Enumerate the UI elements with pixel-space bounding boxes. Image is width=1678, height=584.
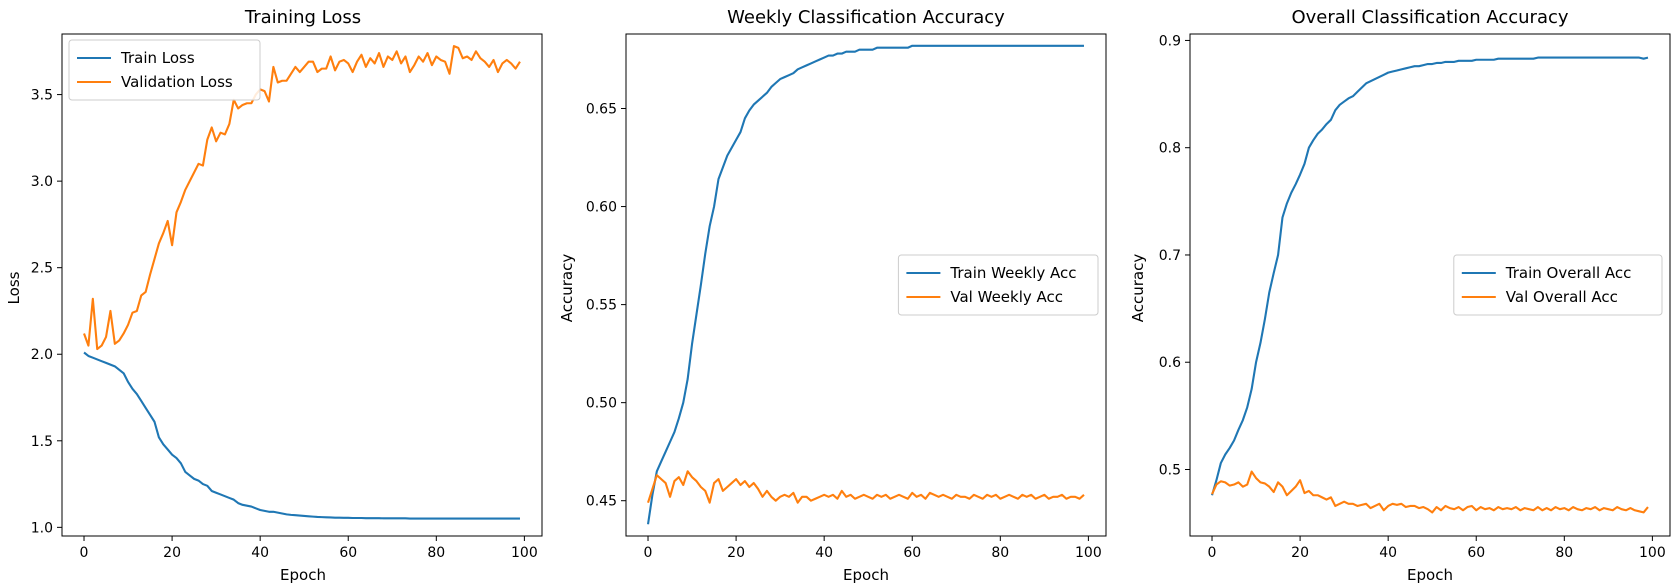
axes-frame [61,33,543,537]
x-tick-label: 0 [80,545,89,561]
chart-panel-loss: Training Loss Epoch Loss 0 20 40 60 80 100 1.0… [5,7,543,584]
y-tick-label: 1.0 [31,520,53,536]
x-tick-label: 20 [1291,545,1309,561]
axes-frame [625,33,1107,537]
x-tick-label: 40 [1379,545,1397,561]
series-line [83,45,521,351]
x-tick-label: 0 [1208,545,1217,561]
legend-label: Val Overall Acc [1506,288,1618,306]
y-tick-label: 0.50 [586,396,617,412]
x-tick-label: 40 [815,545,833,561]
y-axis-label: Accuracy [558,254,576,323]
legend: Train Overall Acc Val Overall Acc [1453,254,1663,316]
plot-area: 0 20 40 60 80 100 1.0 1.5 2.0 2.5 3.0 3.5 Train Loss… [31,33,543,561]
axes-frame [1189,33,1671,537]
plot-area: 0 20 40 60 80 100 0.45 0.50 0.55 0.60 0.65 Train We… [586,33,1107,561]
y-tick-label: 2.5 [31,261,53,277]
y-tick-label: 0.7 [1159,248,1181,264]
x-tick-label: 60 [339,545,357,561]
x-tick-label: 20 [163,545,181,561]
x-tick-label: 100 [1075,545,1102,561]
legend-label: Train Overall Acc [1505,264,1632,282]
series-line [1211,56,1649,496]
series-line [83,351,520,520]
y-tick-label: 0.6 [1159,355,1181,371]
x-tick-label: 60 [903,545,921,561]
chart-panel-weekly-accuracy: Weekly Classification Accuracy Epoch Acc… [558,7,1107,584]
y-tick-label: 3.5 [31,88,53,104]
x-tick-label: 100 [1639,545,1666,561]
y-axis-label: Accuracy [1129,254,1147,323]
x-tick-label: 0 [644,545,653,561]
x-tick-label: 20 [727,545,745,561]
y-tick-label: 1.5 [31,434,53,450]
series-line [1211,470,1649,514]
series-line [647,470,1085,504]
x-tick-label: 60 [1467,545,1485,561]
chart-title: Training Loss [244,7,361,28]
legend-label: Validation Loss [121,73,233,91]
legend-label: Train Weekly Acc [949,264,1076,282]
chart-title: Weekly Classification Accuracy [727,7,1005,28]
x-axis-label: Epoch [1407,566,1453,584]
y-tick-label: 2.0 [31,347,53,363]
y-axis-label: Loss [5,271,23,304]
legend-box [1453,254,1663,316]
y-tick-label: 0.9 [1159,33,1181,49]
y-tick-label: 0.60 [586,200,617,216]
legend-box [68,39,261,101]
legend-box [897,254,1099,316]
chart-panel-overall-accuracy: Overall Classification Accuracy Epoch Ac… [1129,7,1671,584]
legend-label: Train Loss [120,49,195,67]
y-tick-label: 0.65 [586,102,617,118]
chart-title: Overall Classification Accuracy [1291,7,1568,28]
series-line [646,44,1084,525]
x-axis-label: Epoch [280,566,326,584]
y-tick-label: 0.55 [586,298,617,314]
y-tick-label: 0.8 [1159,141,1181,157]
legend: Train Weekly Acc Val Weekly Acc [897,254,1099,316]
y-tick-label: 0.5 [1159,462,1181,478]
legend: Train Loss Validation Loss [68,39,261,101]
x-axis-label: Epoch [843,566,889,584]
x-tick-label: 40 [251,545,269,561]
legend-label: Val Weekly Acc [950,288,1063,306]
y-tick-label: 0.45 [586,494,617,510]
x-tick-label: 80 [1555,545,1573,561]
plot-area: 0 20 40 60 80 100 0.5 0.6 0.7 0.8 0.9 Train Overall… [1159,33,1671,561]
y-tick-label: 3.0 [31,174,53,190]
x-tick-label: 80 [991,545,1009,561]
x-tick-label: 100 [511,545,538,561]
x-tick-label: 80 [427,545,445,561]
